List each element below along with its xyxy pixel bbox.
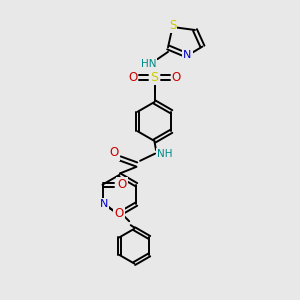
Text: O: O bbox=[117, 178, 127, 191]
Text: S: S bbox=[169, 19, 176, 32]
Text: O: O bbox=[128, 71, 137, 84]
Text: NH: NH bbox=[157, 148, 172, 159]
Text: S: S bbox=[151, 71, 158, 84]
Text: N: N bbox=[100, 199, 108, 209]
Text: N: N bbox=[183, 50, 192, 61]
Text: O: O bbox=[172, 71, 181, 84]
Text: O: O bbox=[114, 207, 123, 220]
Text: HN: HN bbox=[141, 58, 156, 69]
Text: O: O bbox=[110, 146, 118, 160]
